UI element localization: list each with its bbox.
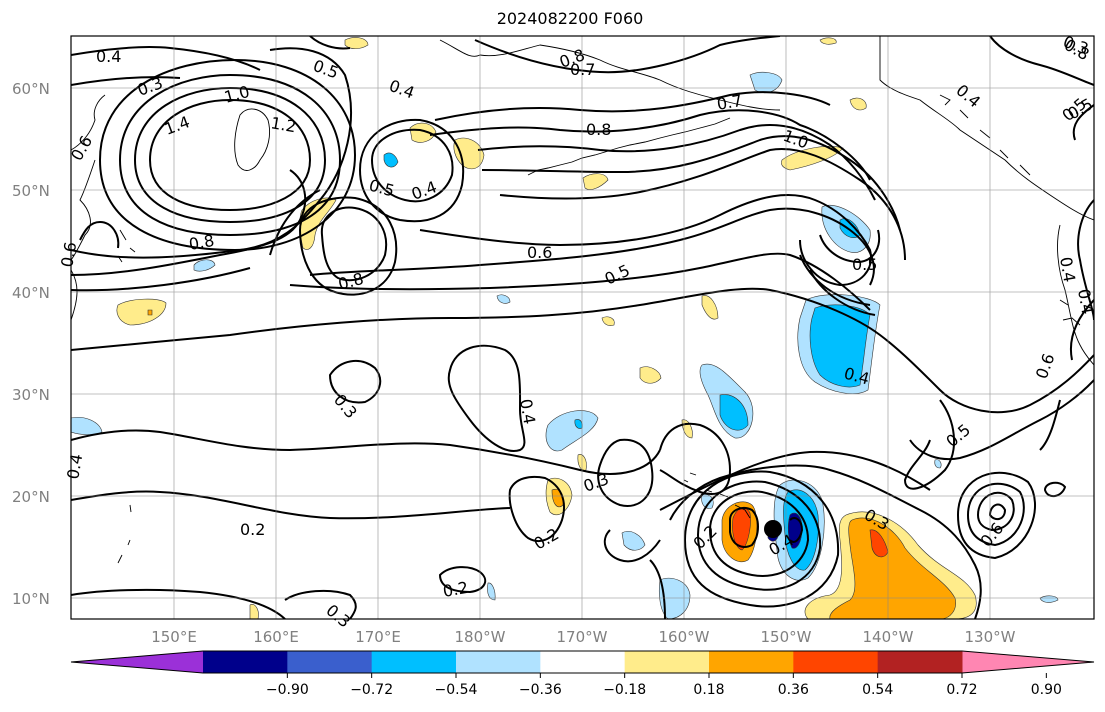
colorbar-segment xyxy=(371,651,457,673)
colorbar-tick-label: −0.72 xyxy=(350,682,393,698)
contour-label: 0.4 xyxy=(1056,255,1079,283)
contour-label: 0.4 xyxy=(1074,287,1097,315)
colorbar-tick-label: 0.36 xyxy=(778,682,809,698)
colorbar-extension-low xyxy=(71,651,203,673)
contour-labels: 0.4 0.3 0.5 0.6 1.0 1.4 1.2 0.4 0.8 0.7 … xyxy=(57,32,1097,632)
lon-label: 150°E xyxy=(151,628,197,646)
colorbar-tick-label: 0.72 xyxy=(946,682,977,698)
latitude-labels: 60°N 50°N 40°N 30°N 20°N 10°N xyxy=(12,80,50,608)
coastlines xyxy=(71,36,1094,564)
lat-label: 30°N xyxy=(12,386,50,404)
contour-label: 0.6 xyxy=(57,240,80,268)
colorbar-segment xyxy=(793,651,879,673)
colorbar-segment xyxy=(709,651,794,673)
contour-label: 0.8 xyxy=(586,120,611,139)
map-background xyxy=(71,36,1094,619)
colorbar-segment xyxy=(287,651,373,673)
lon-label: 150°W xyxy=(761,628,812,646)
contour-label: 0.6 xyxy=(527,243,552,262)
map-border xyxy=(70,35,1095,620)
colorbar-segment xyxy=(877,651,963,673)
contour-label: 0.4 xyxy=(63,452,86,480)
colorbar-tick-label: −0.18 xyxy=(603,682,646,698)
lon-label: 140°W xyxy=(863,628,914,646)
colorbar-segment xyxy=(540,651,626,673)
colorbar-segment xyxy=(456,651,541,673)
colorbar-outline xyxy=(70,650,1095,674)
colorbar-extension-high xyxy=(962,651,1094,673)
lon-label: 180°W xyxy=(455,628,506,646)
contour-label: 0.4 xyxy=(96,47,121,66)
lat-label: 60°N xyxy=(12,80,50,98)
colorbar-tick-label: 0.18 xyxy=(693,682,724,698)
colorbar-tick-label: −0.90 xyxy=(266,682,309,698)
lat-label: 20°N xyxy=(12,488,50,506)
contour-label: 0.5 xyxy=(852,255,877,274)
map-title: 2024082200 F060 xyxy=(496,9,644,28)
colorbar-tick-label: 0.90 xyxy=(1031,682,1062,698)
contour-label: 1.2 xyxy=(269,113,297,136)
colorbar-tick-label: −0.54 xyxy=(435,682,478,698)
lon-label: 160°W xyxy=(659,628,710,646)
contour-label: 0.7 xyxy=(715,91,743,114)
lon-label: 170°E xyxy=(355,628,401,646)
contour-label: 0.2 xyxy=(240,520,265,539)
shaded-fill-areas xyxy=(71,37,1059,619)
lat-label: 40°N xyxy=(12,284,50,302)
lat-label: 10°N xyxy=(12,590,50,608)
colorbar-segment xyxy=(203,651,288,673)
colorbar: −0.90 −0.72 −0.54 −0.36 −0.18 0.18 0.36 0.54 0.7… xyxy=(70,650,1095,698)
gridlines xyxy=(71,36,1094,619)
colorbar-segment xyxy=(624,651,710,673)
longitude-labels: 150°E 160°E 170°E 180°W 170°W 160°W 150°… xyxy=(151,628,1015,646)
lon-label: 130°W xyxy=(965,628,1016,646)
contour-label: 0.7 xyxy=(570,60,595,79)
storm-center-marker xyxy=(764,520,782,538)
lon-label: 160°E xyxy=(253,628,299,646)
contour-label: 0.4 xyxy=(516,397,539,425)
colorbar-tick-label: 0.54 xyxy=(862,682,893,698)
lat-label: 50°N xyxy=(12,182,50,200)
contour-label: 0.8 xyxy=(187,231,215,254)
colorbar-tick-label: −0.36 xyxy=(519,682,562,698)
contour-label: 0.2 xyxy=(441,578,469,601)
lon-label: 170°W xyxy=(557,628,608,646)
